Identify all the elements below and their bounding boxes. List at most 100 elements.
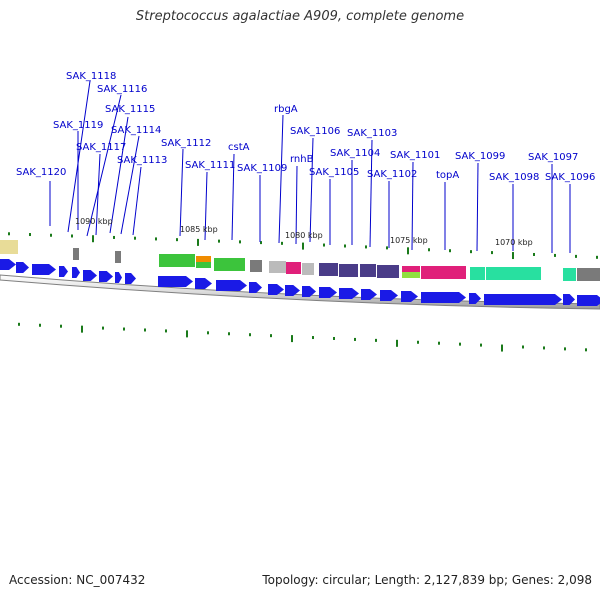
tick-mark-lower (375, 338, 377, 342)
cog-block (421, 266, 466, 279)
gene-label-sak-1097: SAK_1097 (528, 152, 578, 163)
cds-arrow (401, 291, 418, 302)
cds-arrow (59, 266, 68, 277)
label-leader-line (295, 165, 298, 245)
cds-arrow (469, 293, 481, 304)
cds-arrow (216, 280, 247, 291)
label-leader-line (120, 135, 140, 235)
gene-label-rnhb: rnhB (290, 154, 314, 165)
tick-mark-lower (102, 326, 104, 330)
cds-arrow (195, 278, 212, 289)
cds-arrow (249, 282, 262, 293)
gene-label-topa: topA (436, 170, 459, 181)
tick-mark-lower (417, 340, 419, 344)
tick-mark-upper (113, 235, 115, 239)
cds-arrow (302, 286, 316, 297)
gene-label-rbga: rbgA (274, 104, 298, 115)
scale-label-1075: 1075 kbp (390, 236, 428, 245)
tick-mark-upper (386, 246, 388, 250)
tick-mark-lower (438, 341, 440, 345)
map-title: Streptococcus agalactiae A909, complete … (135, 9, 465, 24)
tick-mark-upper (239, 240, 241, 244)
cog-block (377, 265, 399, 278)
tick-mark-lower (144, 328, 146, 332)
gene-label-sak-1102: SAK_1102 (367, 169, 417, 180)
tick-mark-lower (291, 335, 293, 343)
cds-arrow (361, 289, 377, 300)
cog-block (73, 248, 79, 260)
cog-block (115, 251, 121, 263)
gene-label-sak-1098: SAK_1098 (489, 172, 539, 183)
cog-block (360, 264, 376, 277)
tick-mark-lower (501, 344, 503, 352)
tick-mark-lower (459, 342, 461, 346)
gene-label-sak-1103: SAK_1103 (347, 128, 397, 139)
cds-feature-track (0, 259, 600, 306)
gene-label-sak-1114: SAK_1114 (111, 125, 161, 136)
gene-label-leaders (49, 80, 571, 253)
tick-mark-upper (50, 233, 52, 237)
cds-arrow (16, 262, 29, 273)
label-leader-line (109, 116, 129, 234)
cog-block (269, 261, 286, 273)
cds-arrow (319, 287, 337, 298)
gene-label-sak-1111: SAK_1111 (185, 160, 235, 171)
tick-mark-lower (81, 325, 83, 333)
tick-mark-upper (281, 241, 283, 245)
cog-block (339, 264, 358, 277)
tick-mark-upper (449, 249, 451, 253)
scale-label-1070: 1070 kbp (495, 238, 533, 247)
cds-arrow (285, 285, 300, 296)
cds-arrow (72, 267, 80, 278)
tick-mark-upper (29, 233, 31, 237)
gene-label-csta: cstA (228, 142, 250, 153)
tick-mark-upper (92, 235, 94, 243)
label-leader-line (86, 94, 122, 237)
tick-mark-upper (71, 234, 73, 238)
cog-block (563, 268, 576, 281)
gene-label-sak-1117: SAK_1117 (76, 142, 126, 153)
tick-mark-upper (134, 236, 136, 240)
tick-mark-lower (543, 346, 545, 350)
label-leader-line (132, 166, 142, 236)
cog-block (196, 262, 211, 268)
label-leader-line (67, 80, 91, 233)
cds-arrow (380, 290, 398, 301)
scale-labels: 1090 kbp 1085 kbp 1080 kbp 1075 kbp 1070… (75, 217, 533, 247)
cog-block (577, 268, 600, 281)
tick-mark-upper (155, 237, 157, 241)
cds-arrow (563, 294, 575, 305)
tick-mark-upper (596, 255, 598, 259)
scale-label-1080: 1080 kbp (285, 231, 323, 240)
gene-label-sak-1096: SAK_1096 (545, 172, 595, 183)
gene-label-sak-1109: SAK_1109 (237, 163, 287, 174)
tick-mark-upper (176, 238, 178, 242)
tick-row-upper (8, 232, 598, 260)
tick-mark-lower (564, 347, 566, 351)
cog-block (0, 240, 18, 254)
tick-mark-upper (344, 244, 346, 248)
tick-mark-lower (123, 327, 125, 331)
cds-arrow (577, 295, 600, 306)
tick-mark-upper (197, 238, 199, 246)
accession-text: Accession: NC_007432 (9, 573, 146, 587)
scale-label-1085: 1085 kbp (180, 225, 218, 234)
tick-mark-lower (165, 329, 167, 333)
tick-mark-lower (207, 331, 209, 335)
tick-mark-upper (218, 239, 220, 243)
cog-block (319, 263, 338, 276)
cog-block (402, 272, 420, 278)
tick-mark-upper (8, 232, 10, 236)
tick-mark-lower (480, 343, 482, 347)
tick-mark-lower (186, 330, 188, 338)
cog-block (470, 267, 485, 280)
tick-mark-upper (491, 251, 493, 255)
label-leader-line (204, 171, 208, 241)
tick-mark-lower (228, 332, 230, 336)
label-leader-line (179, 148, 184, 237)
tick-mark-upper (533, 252, 535, 256)
cog-block (402, 266, 420, 272)
gene-label-sak-1101: SAK_1101 (390, 150, 440, 161)
